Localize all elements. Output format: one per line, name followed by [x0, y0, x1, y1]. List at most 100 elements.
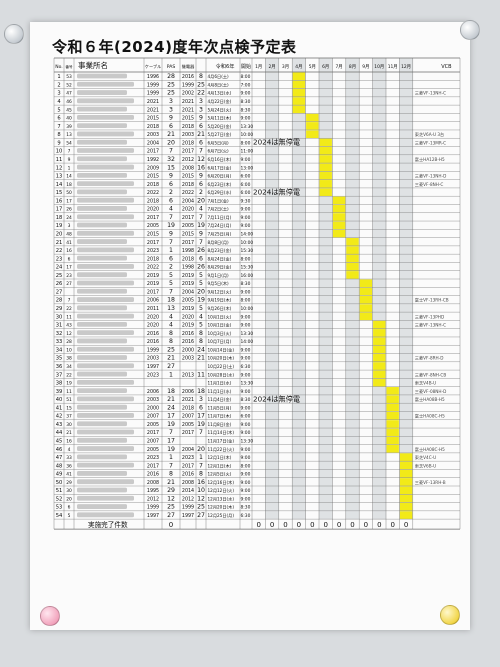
row-cable: 1999 [147, 347, 159, 353]
row-relay: 2000 [182, 347, 194, 353]
row-code: 20 [66, 496, 72, 502]
schedule-mark-53 [399, 502, 413, 511]
row-date: 6月7日(火) [208, 149, 230, 155]
row-time: 7:00 [241, 82, 251, 88]
row-no: 54 [56, 513, 63, 519]
row-relay-years: 3 [199, 396, 203, 403]
row-code: 3 [68, 223, 71, 229]
row-relay-years: 7 [199, 462, 203, 469]
row-time: 13:30 [241, 439, 254, 445]
row-pas: 3 [169, 106, 173, 113]
row-pas: 15 [167, 164, 175, 171]
row-relay: 2018 [182, 124, 194, 130]
row-date: 4月8日(土) [208, 81, 230, 88]
row-code: 46 [66, 99, 72, 105]
header-vcb: VCB [441, 64, 452, 70]
row-relay: 2018 [182, 140, 194, 146]
row-cable: 2009 [147, 165, 159, 171]
row-cable: 2007 [147, 439, 159, 445]
row-time: 14:00 [241, 339, 254, 345]
schedule-mark-3 [292, 88, 306, 97]
row-time: 9:00 [241, 455, 251, 461]
schedule-mark-17 [332, 204, 346, 213]
row-code: 24 [66, 215, 72, 221]
row-time: 9:00 [241, 372, 251, 378]
row-pas: 18 [167, 388, 175, 395]
schedule-mark-23 [346, 254, 359, 263]
row-pas: 27 [167, 363, 175, 370]
row-pas: 25 [167, 81, 175, 88]
footer-count-month-6: 0 [323, 521, 327, 529]
row-relay: 2017 [182, 463, 194, 469]
row-name-redacted [77, 297, 134, 302]
row-no: 25 [56, 273, 63, 279]
row-pas: 18 [167, 297, 175, 304]
row-note: 2024は無停電 [253, 187, 300, 196]
row-code: 30 [66, 488, 72, 494]
row-pas: 21 [167, 396, 175, 403]
row-time: 13:00 [241, 165, 254, 171]
row-date: 5月24日(火) [208, 107, 232, 113]
row-relay: 2019 [182, 306, 194, 312]
row-time: 8:30 [241, 397, 251, 403]
row-name-redacted [77, 512, 134, 518]
row-date: 8月24日(金) [208, 255, 232, 262]
row-pas: 7 [169, 429, 173, 436]
schedule-mark-52 [399, 494, 413, 503]
row-relay-years: 25 [197, 504, 205, 511]
row-relay-years: 21 [197, 131, 205, 138]
row-pas: 1 [169, 371, 173, 378]
row-name-redacted [77, 330, 134, 336]
header-cable: ケーブル [145, 63, 162, 69]
header-date: 令和6年 [216, 62, 235, 70]
row-name-redacted [77, 388, 127, 394]
row-name-redacted [77, 239, 127, 244]
row-code: 23 [66, 273, 72, 279]
row-code: 40 [66, 116, 72, 122]
row-no: 34 [56, 347, 63, 353]
schedule-mark-24 [346, 262, 359, 271]
row-relay-years: 6 [199, 404, 203, 411]
row-relay: 2004 [182, 198, 194, 204]
row-no: 23 [56, 256, 63, 262]
row-code: 39 [66, 124, 72, 130]
schedule-mark-6 [306, 113, 319, 122]
schedule-mark-8 [306, 130, 319, 139]
row-code: 54 [66, 140, 72, 146]
row-no: 37 [56, 372, 63, 378]
row-time: 9:00 [241, 314, 251, 320]
row-date: 10月14日(金) [208, 346, 235, 353]
row-relay-years: 11 [197, 371, 205, 378]
row-name-redacted [77, 73, 127, 79]
row-no: 28 [56, 298, 63, 304]
row-relay-years: 4 [199, 206, 203, 213]
row-time: 8:30 [241, 107, 251, 113]
row-relay-years: 17 [197, 413, 205, 420]
row-code: 10 [66, 347, 72, 353]
row-name-redacted [77, 495, 134, 501]
row-pas: 32 [167, 156, 175, 163]
row-relay: 2018 [182, 182, 194, 188]
row-time: 9:00 [241, 356, 251, 362]
row-cable: 2018 [147, 256, 159, 262]
row-relay: 2021 [182, 107, 194, 113]
row-date: 5月11日(木) [208, 115, 232, 122]
row-relay-years: 2 [199, 189, 203, 196]
row-relay: 2019 [182, 273, 194, 279]
row-name-redacted [77, 437, 127, 443]
row-date: 9月19日(木) [208, 297, 232, 304]
row-date: 10月20日(木) [208, 355, 235, 362]
row-name-redacted [77, 280, 134, 286]
row-pas: 24 [167, 404, 175, 411]
row-no: 12 [56, 165, 63, 171]
row-relay: 1997 [182, 513, 194, 519]
row-date: 11月8日(金) [208, 421, 232, 428]
row-no: 3 [57, 91, 60, 97]
schedule-mark-46 [386, 445, 399, 453]
row-time: 8:30 [241, 99, 251, 105]
footer-count-month-12: 0 [404, 521, 408, 529]
row-no: 30 [56, 314, 63, 320]
row-time: 9:00 [241, 488, 251, 494]
row-name-redacted [77, 98, 134, 104]
schedule-mark-29 [359, 304, 373, 312]
